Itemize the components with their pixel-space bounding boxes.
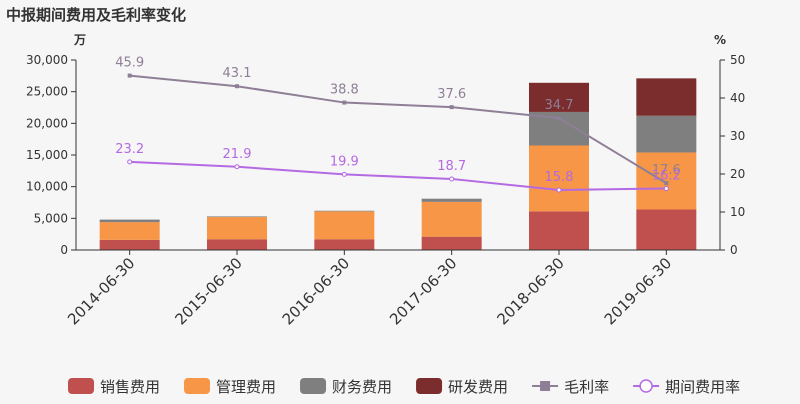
legend-label[interactable]: 期间费用率 <box>665 378 740 396</box>
left-tick-label: 10,000 <box>26 180 68 194</box>
bar-segment <box>314 239 375 250</box>
right-tick-label: 0 <box>730 243 738 257</box>
right-tick-label: 20 <box>730 167 745 181</box>
line-data-label: 37.6 <box>437 87 466 102</box>
legend-label[interactable]: 管理费用 <box>216 378 276 396</box>
legend-label[interactable]: 研发费用 <box>448 378 508 396</box>
line-data-label: 38.8 <box>330 83 359 98</box>
line-point <box>663 185 669 191</box>
legend-swatch[interactable] <box>184 378 211 394</box>
bar-series <box>99 78 697 250</box>
line-series: 45.9 43.1 38.8 37.6 34.7 17.6 23.2 21.9 19.9 18.7… <box>115 56 681 193</box>
right-tick-label: 50 <box>730 53 745 67</box>
bar-segment <box>529 145 589 212</box>
series-line <box>129 160 667 191</box>
bar-segment <box>207 216 267 218</box>
line-data-label: 43.1 <box>223 66 252 81</box>
line-point <box>556 187 562 193</box>
bar-segment <box>314 211 375 240</box>
left-tick-label: 5,000 <box>34 211 68 225</box>
bar-segment <box>636 115 697 153</box>
line-point <box>557 116 561 121</box>
x-tick-label: 2016-06-30 <box>279 254 353 328</box>
right-tick-label: 10 <box>730 205 745 219</box>
left-tick-label: 20,000 <box>26 116 68 130</box>
line-point <box>235 84 239 89</box>
bar-segment <box>529 211 589 250</box>
left-tick-label: 15,000 <box>26 148 68 162</box>
bar-segment <box>207 217 267 240</box>
line-point <box>449 105 454 110</box>
line-point <box>127 159 133 165</box>
legend-label[interactable]: 财务费用 <box>332 378 392 396</box>
bar-segment <box>636 209 697 250</box>
legend-label[interactable]: 销售费用 <box>100 378 160 396</box>
right-axis-unit: % <box>714 33 726 47</box>
line-data-label: 23.2 <box>115 142 144 157</box>
line-data-label: 18.7 <box>437 159 466 174</box>
line-data-label: 34.7 <box>545 98 574 113</box>
x-tick-label: 2018-06-30 <box>493 254 567 328</box>
bar-segment <box>636 78 697 116</box>
bar-segment <box>99 222 160 240</box>
line-point <box>341 171 347 177</box>
line-data-label: 19.9 <box>330 154 359 169</box>
line-point <box>664 181 669 186</box>
line-point <box>127 73 132 78</box>
left-tick-label: 30,000 <box>26 53 68 67</box>
bar-segment <box>421 236 482 250</box>
line-data-label: 16.2 <box>652 168 681 183</box>
legend-marker[interactable] <box>639 379 653 393</box>
bar-segment <box>529 82 589 112</box>
bar-segment <box>421 201 482 237</box>
legend-marker[interactable] <box>540 381 551 391</box>
series-line <box>129 74 667 184</box>
left-tick-label: 0 <box>60 243 68 257</box>
x-tick-label: 2014-06-30 <box>64 254 138 328</box>
x-tick-label: 2015-06-30 <box>171 254 245 328</box>
x-tick-label: 2017-06-30 <box>386 254 460 328</box>
legend-swatch[interactable] <box>300 378 327 394</box>
bar-segment <box>99 239 160 250</box>
line-data-label: 45.9 <box>115 56 144 71</box>
bar-segment <box>421 198 482 202</box>
chart-title: 中报期间费用及毛利率变化 <box>6 6 186 24</box>
bar-segment <box>207 239 267 250</box>
bar-segment <box>314 210 375 212</box>
line-data-label: 15.8 <box>545 170 574 185</box>
legend-swatch[interactable] <box>68 378 94 394</box>
line-point <box>234 164 240 170</box>
bar-segment <box>99 219 160 223</box>
line-data-label: 21.9 <box>223 147 252 162</box>
line-point <box>449 176 455 182</box>
legend[interactable]: 销售费用 管理费用 财务费用 研发费用 毛利率 期间费用率 <box>68 378 740 396</box>
line-point <box>342 100 347 105</box>
legend-swatch[interactable] <box>416 378 443 394</box>
right-tick-label: 40 <box>730 91 745 105</box>
left-tick-label: 25,000 <box>26 85 68 99</box>
x-tick-label: 2019-06-30 <box>601 254 675 328</box>
line-data-label: 17.6 <box>652 163 681 178</box>
left-axis-unit: 万 <box>73 33 86 47</box>
right-tick-label: 30 <box>730 129 745 143</box>
legend-label[interactable]: 毛利率 <box>564 378 609 396</box>
bar-segment <box>636 152 697 210</box>
